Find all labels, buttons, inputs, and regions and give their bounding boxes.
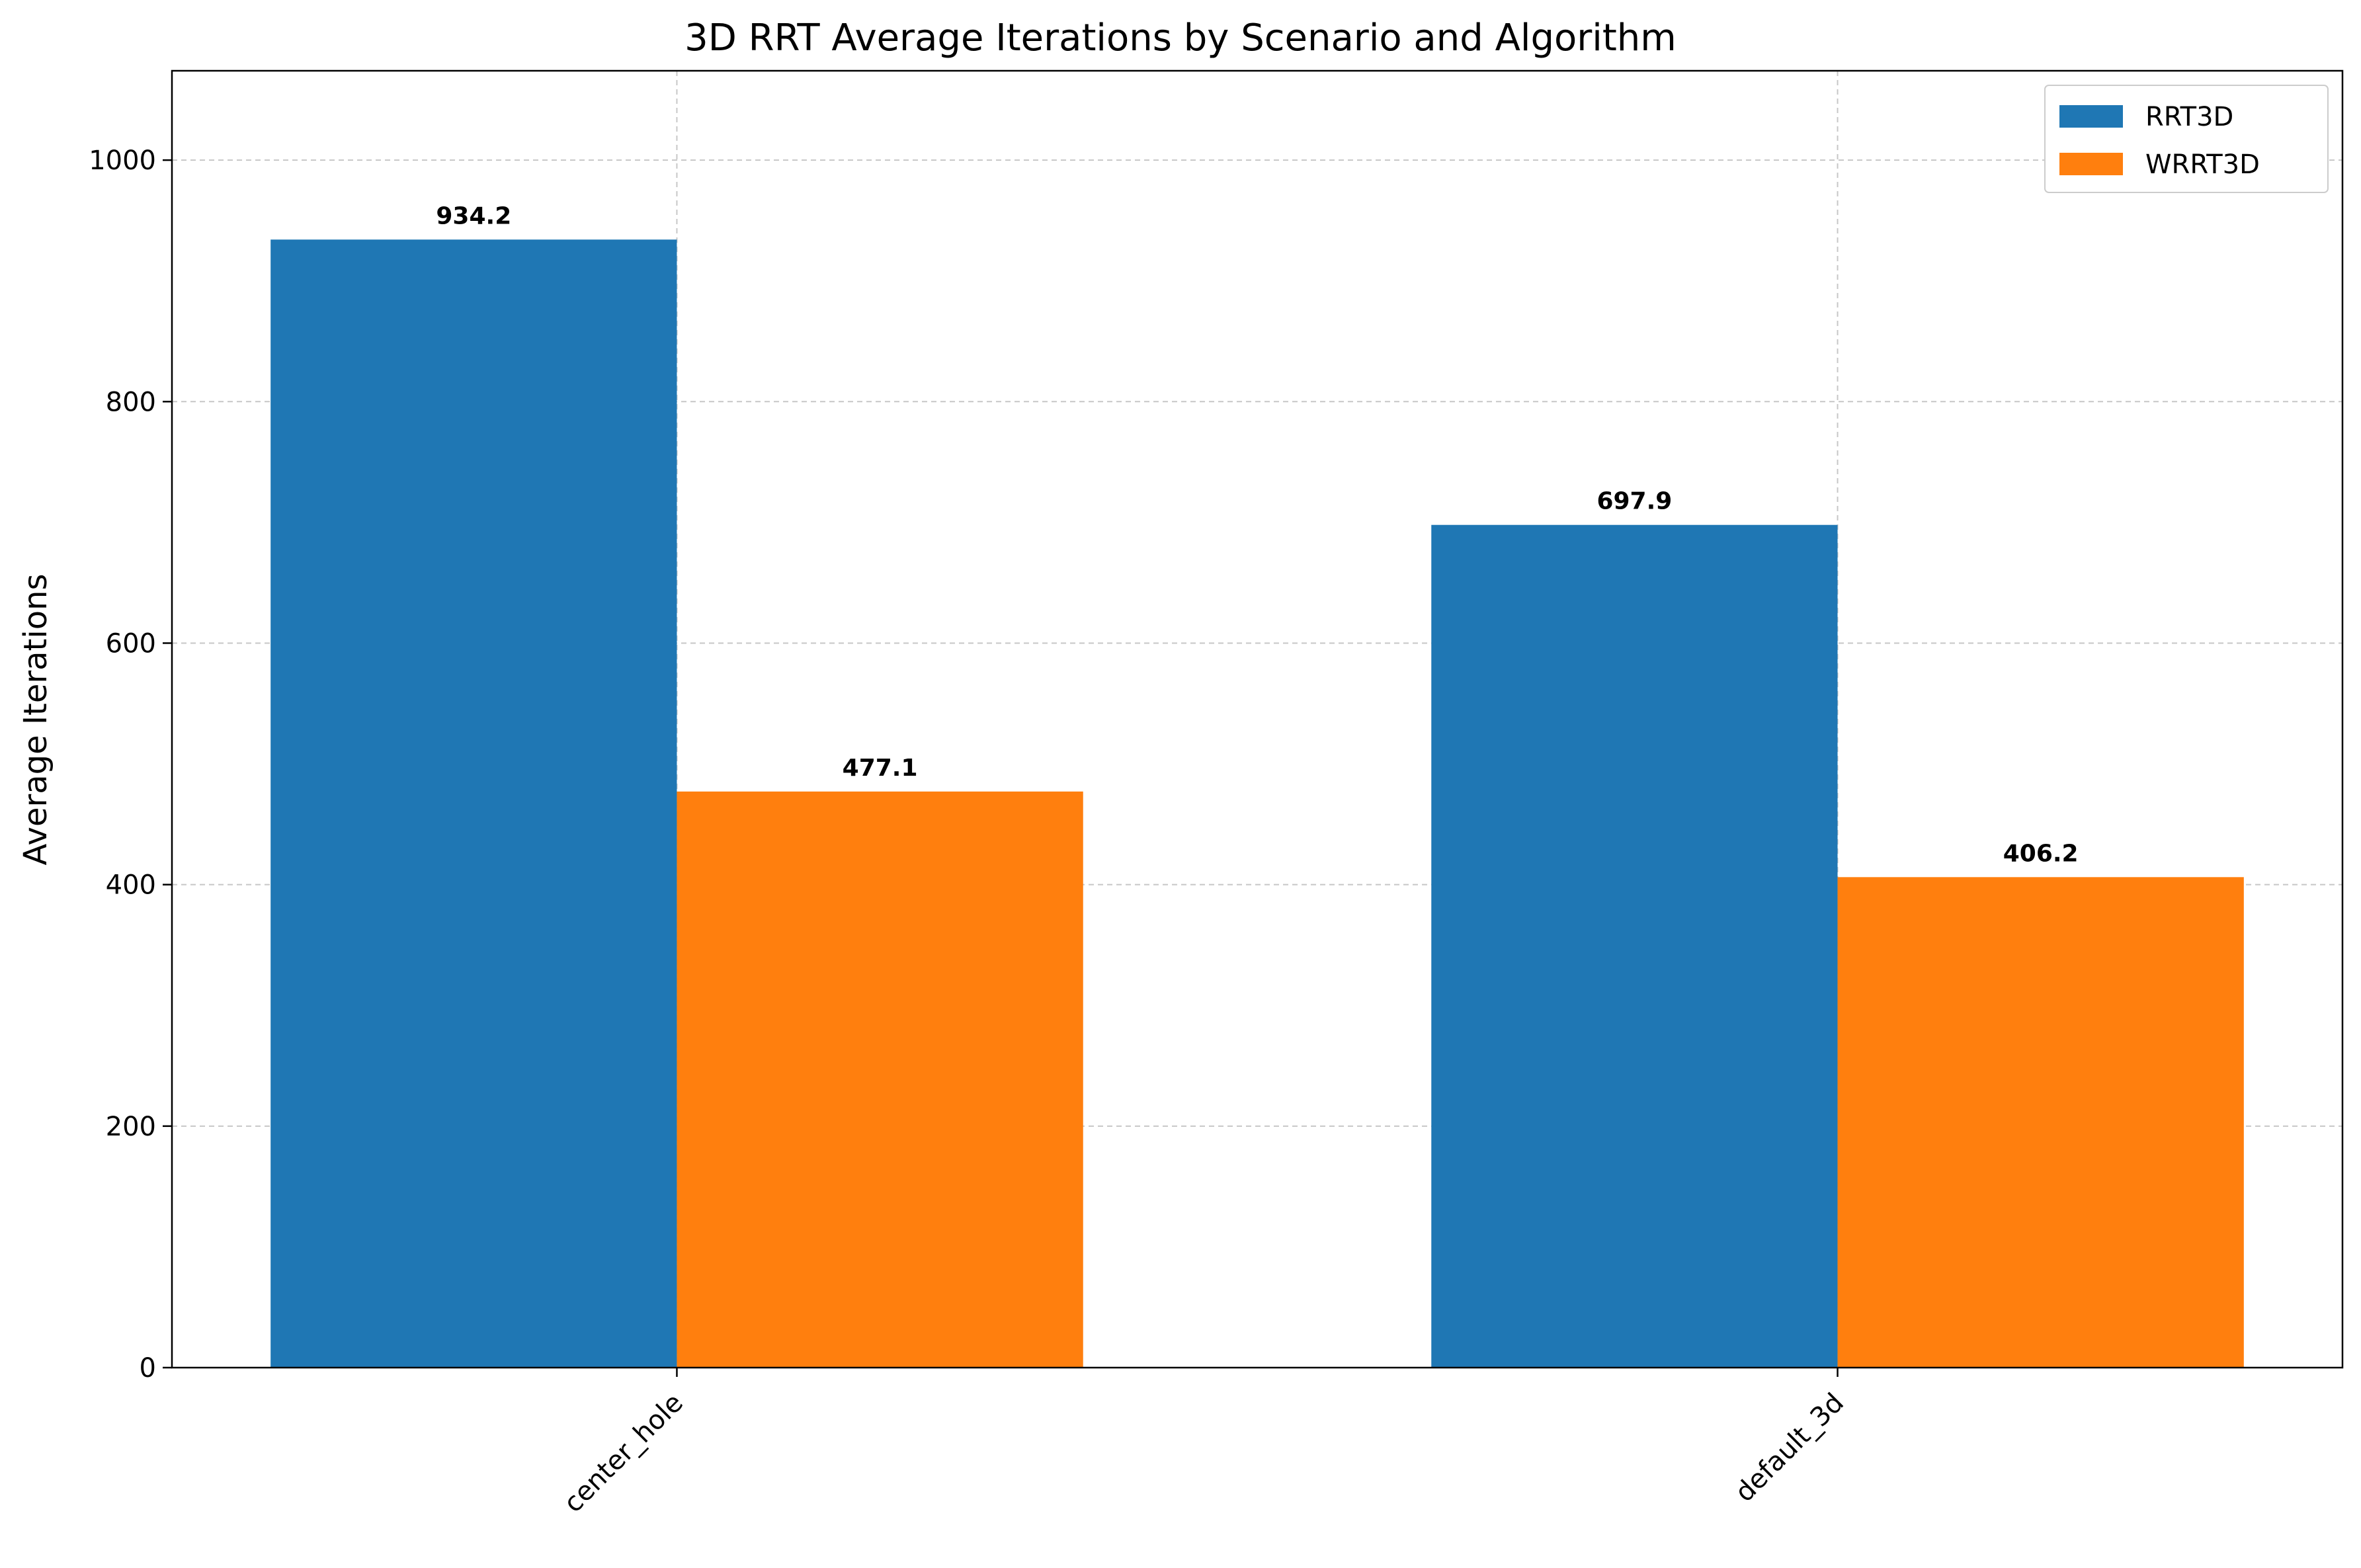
legend-swatch-rrt3d (2059, 105, 2123, 128)
legend-label-rrt3d: RRT3D (2145, 102, 2233, 132)
y-tick-label: 200 (106, 1112, 156, 1142)
plot-frame (171, 69, 2344, 1369)
y-tick-label: 0 (140, 1353, 156, 1383)
y-tick-label: 1000 (89, 145, 156, 176)
bar-wrrt3d-center_hole (677, 791, 1083, 1368)
data-label: 406.2 (2003, 840, 2079, 867)
data-label: 477.1 (843, 755, 918, 782)
y-tick-label: 400 (106, 870, 156, 901)
chart-title: 3D RRT Average Iterations by Scenario an… (684, 17, 1677, 60)
legend: RRT3D WRRT3D (2044, 85, 2329, 193)
x-tick-label: default_3d (1729, 1387, 1850, 1508)
legend-label-wrrt3d: WRRT3D (2145, 149, 2260, 180)
data-label-layer: 934.2 697.9 477.1 406.2 (436, 202, 2078, 867)
bar-wrrt3d-default_3d (1837, 877, 2244, 1368)
data-label: 934.2 (436, 202, 511, 229)
bar-rrt3d-default_3d (1431, 524, 1838, 1368)
data-label: 697.9 (1596, 488, 1672, 515)
y-axis-label: Average Iterations (17, 574, 54, 866)
y-tick-label: 800 (106, 387, 156, 417)
bar-rrt3d-center_hole (270, 239, 677, 1368)
legend-swatch-wrrt3d (2059, 153, 2123, 175)
y-tick-label: 600 (106, 628, 156, 659)
bar-layer (270, 239, 2244, 1368)
x-tick-label: center_hole (558, 1387, 689, 1518)
